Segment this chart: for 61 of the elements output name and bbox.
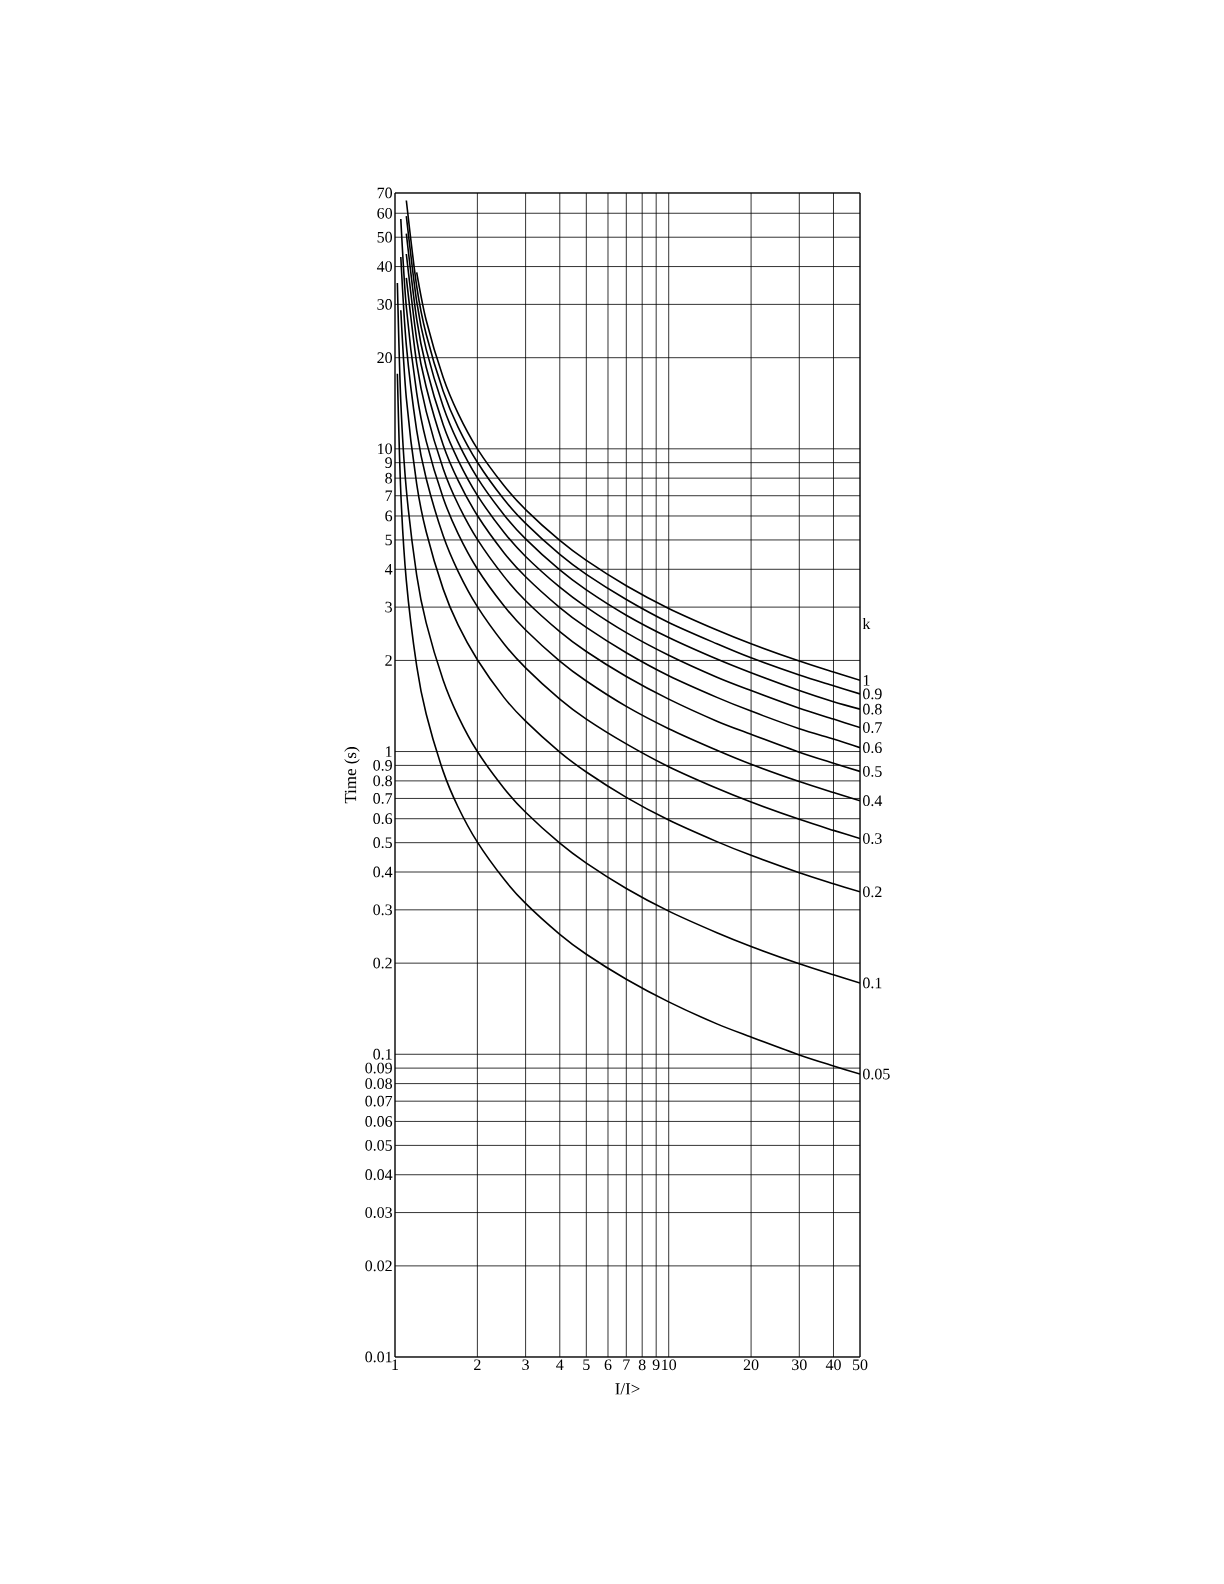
y-tick-label: 5 <box>385 534 392 546</box>
y-tick-label: 0.8 <box>373 775 393 787</box>
y-tick-label: 0.5 <box>373 837 392 849</box>
y-tick-label: 0.1 <box>373 1048 392 1060</box>
x-tick-label: 20 <box>743 1359 759 1371</box>
series-label: 1 <box>863 674 870 686</box>
y-tick-label: 0.02 <box>365 1260 392 1272</box>
y-tick-label: 0.09 <box>365 1062 392 1074</box>
y-tick-label: 70 <box>377 187 393 199</box>
x-tick-label: 9 <box>652 1359 660 1371</box>
x-tick-label: 6 <box>604 1359 612 1371</box>
series-label: 0.7 <box>863 722 882 733</box>
y-tick-label: 0.08 <box>365 1078 393 1090</box>
x-tick-label: 50 <box>852 1359 868 1371</box>
y-tick-label: 0.9 <box>373 759 392 771</box>
y-tick-label: 0.06 <box>365 1116 393 1127</box>
y-tick-label: 8 <box>385 472 393 484</box>
y-tick-label: 9 <box>385 457 392 469</box>
y-tick-label: 30 <box>377 299 393 310</box>
series-label: 0.4 <box>863 795 883 807</box>
x-tick-label: 3 <box>522 1359 529 1371</box>
x-axis-title: I/I> <box>615 1383 640 1395</box>
x-tick-label: 10 <box>662 1359 677 1371</box>
y-tick-label: 0.2 <box>373 957 392 969</box>
y-tick-label: 4 <box>384 564 393 575</box>
x-tick-label: 2 <box>474 1359 481 1370</box>
y-tick-label: 40 <box>376 261 393 272</box>
y-tick-label: 6 <box>385 510 393 522</box>
y-tick-label: 1 <box>386 746 392 757</box>
y-tick-label: 0.07 <box>365 1095 393 1107</box>
y-axis-title: Time (s) <box>344 747 360 804</box>
series-label: 0.6 <box>863 742 882 754</box>
y-tick-label: 20 <box>377 352 393 364</box>
series-label: 0.8 <box>863 703 882 715</box>
series-label: 0.5 <box>863 765 882 777</box>
series-label: 0.1 <box>863 977 882 989</box>
x-tick-label: 40 <box>825 1359 841 1371</box>
y-tick-label: 2 <box>385 655 392 666</box>
x-tick-label: 8 <box>638 1359 646 1371</box>
x-tick-label: 7 <box>623 1359 630 1370</box>
series-label: 0.3 <box>863 833 882 844</box>
series-label: 0.2 <box>863 886 882 898</box>
y-tick-label: 60 <box>377 207 393 219</box>
y-tick-label: 0.04 <box>365 1169 393 1181</box>
y-tick-label: 0.05 <box>365 1140 392 1151</box>
x-tick-label: 5 <box>583 1359 590 1370</box>
y-tick-label: 3 <box>385 601 392 613</box>
x-tick-label: 4 <box>556 1359 564 1370</box>
y-tick-label: 10 <box>378 443 393 455</box>
y-tick-label: 50 <box>377 231 393 243</box>
y-tick-label: 0.03 <box>365 1207 392 1218</box>
y-tick-label: 0.3 <box>373 904 392 916</box>
y-tick-label: 0.4 <box>373 866 393 878</box>
series-label: 0.9 <box>863 688 882 700</box>
y-tick-label: 0.01 <box>365 1351 392 1363</box>
series-label: 0.05 <box>863 1068 890 1080</box>
x-tick-label: 30 <box>792 1359 807 1371</box>
y-tick-label: 7 <box>385 490 393 501</box>
y-tick-label: 0.7 <box>373 793 393 804</box>
y-tick-label: 0.6 <box>373 813 393 825</box>
legend-title: k <box>862 617 871 629</box>
